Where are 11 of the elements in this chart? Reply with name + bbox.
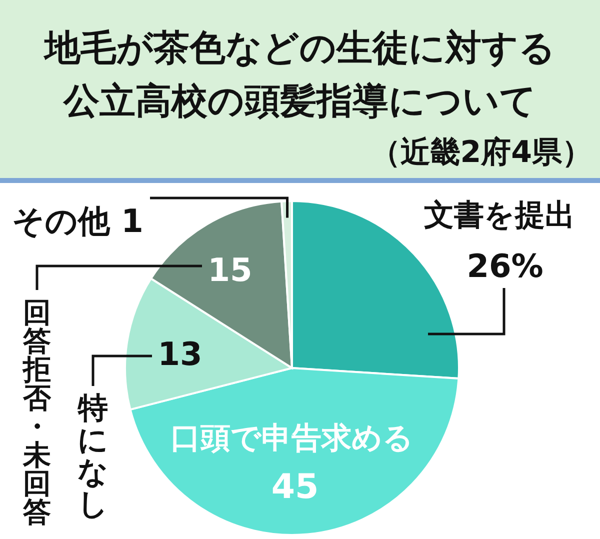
- slice-label: その他 1: [12, 202, 144, 240]
- slice-label: 回答拒否・未回答: [22, 296, 52, 528]
- data-label: 15: [208, 251, 252, 289]
- slice-label: 文書を提出: [424, 198, 575, 233]
- chart-subtitle: （近畿2府4県）: [370, 135, 592, 170]
- data-label: 13: [158, 335, 202, 373]
- title: 地毛が茶色などの生徒に対する公立高校の頭髪指導について: [44, 28, 556, 122]
- data-label: 45: [271, 467, 319, 507]
- data-label: 26%: [466, 247, 544, 285]
- slice-label: 特になし: [77, 391, 108, 522]
- slice-label: 口頭で申告求める: [170, 421, 414, 456]
